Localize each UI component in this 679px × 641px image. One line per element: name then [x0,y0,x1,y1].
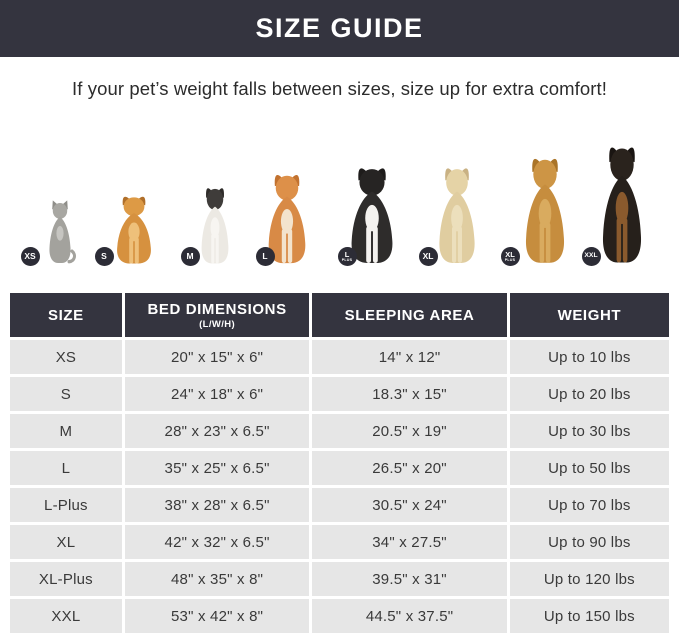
table-header-row: SIZE BED DIMENSIONS (L/W/H) SLEEPING AREA WE… [10,293,669,337]
size-badge-label: XXL [584,252,598,260]
table-row: L-Plus 38" x 28" x 6.5" 30.5" x 24" Up to 7… [10,488,669,522]
column-header-label: SIZE [48,306,84,324]
size-badge-xxl: XXL [581,247,601,266]
size-badge-label: S [101,251,107,262]
animals-row: XS S M L L PLUS XL XL PLUS XXL [0,120,679,290]
bed-dimensions-cell: 42" x 32" x 6.5" [124,525,310,559]
size-cell: L-Plus [10,488,122,522]
bed-dimensions-cell: 48" x 35" x 8" [124,562,310,596]
size-badge-label: L [344,249,350,259]
column-header-bed-dimensions: BED DIMENSIONS (L/W/H) [124,293,310,337]
size-cell: XS [10,340,122,374]
animal-doberman [595,141,649,265]
size-cell: L [10,451,122,485]
table-row: XL 42" x 32" x 6.5" 34" x 27.5" Up to 90 lb… [10,525,669,559]
weight-cell: Up to 150 lbs [509,599,669,633]
column-header-label: SLEEPING AREA [344,306,475,324]
animal-cat [42,199,78,265]
table-row: M 28" x 23" x 6.5" 20.5" x 19" Up to 30 lbs [10,414,669,448]
bed-dimensions-cell: 38" x 28" x 6.5" [124,488,310,522]
size-guide-header: SIZE GUIDE [0,0,679,57]
subtitle-text: If your pet’s weight falls between sizes… [72,77,607,99]
column-header-label: WEIGHT [557,306,622,324]
column-header-size: SIZE [10,293,122,337]
column-header-sublabel: (L/W/H) [199,318,236,330]
size-cell: XXL [10,599,122,633]
weight-cell: Up to 70 lbs [509,488,669,522]
bed-dimensions-cell: 53" x 42" x 8" [124,599,310,633]
weight-cell: Up to 50 lbs [509,451,669,485]
size-badge-sublabel: PLUS [341,257,353,262]
bed-dimensions-cell: 35" x 25" x 6.5" [124,451,310,485]
size-badge-xs: XS [20,247,40,266]
weight-cell: Up to 10 lbs [509,340,669,374]
size-cell: XL [10,525,122,559]
size-badge-sublabel: PLUS [504,257,516,262]
size-table-container: SIZE BED DIMENSIONS (L/W/H) SLEEPING AREA WE… [0,290,679,636]
sleeping-area-cell: 34" x 27.5" [312,525,507,559]
size-badge-xl: XL [418,247,438,266]
animal-labrador [432,163,482,265]
table-row: L 35" x 25" x 6.5" 26.5" x 20" Up to 50 lbs [10,451,669,485]
size-badge-xl-plus: XL PLUS [500,247,520,266]
size-badge-label: L [262,251,268,262]
sleeping-area-cell: 20.5" x 19" [312,414,507,448]
sleeping-area-cell: 44.5" x 37.5" [312,599,507,633]
bed-dimensions-cell: 24" x 18" x 6" [124,377,310,411]
animal-golden-retriever [518,153,572,265]
table-row: XL-Plus 48" x 35" x 8" 39.5" x 31" Up to 12… [10,562,669,596]
weight-cell: Up to 90 lbs [509,525,669,559]
weight-cell: Up to 120 lbs [509,562,669,596]
page-title: SIZE GUIDE [255,13,424,43]
size-badge-m: M [180,247,200,266]
table-row: XXL 53" x 42" x 8" 44.5" x 37.5" Up to 150 … [10,599,669,633]
size-cell: S [10,377,122,411]
size-badge-s: S [94,247,114,266]
table-row: S 24" x 18" x 6" 18.3" x 15" Up to 20 lbs [10,377,669,411]
table-row: XS 20" x 15" x 6" 14" x 12" Up to 10 lbs [10,340,669,374]
animal-pomeranian [110,193,158,265]
sleeping-area-cell: 30.5" x 24" [312,488,507,522]
animal-french-bulldog [196,184,234,265]
column-header-sleeping-area: SLEEPING AREA [312,293,507,337]
weight-cell: Up to 20 lbs [509,377,669,411]
size-badge-label: XL [505,249,515,259]
size-badge-label: M [186,251,194,262]
size-cell: XL-Plus [10,562,122,596]
column-header-label: BED DIMENSIONS [147,300,287,318]
bed-dimensions-cell: 28" x 23" x 6.5" [124,414,310,448]
size-badge-l: L [255,247,275,266]
sleeping-area-cell: 26.5" x 20" [312,451,507,485]
sleeping-area-cell: 39.5" x 31" [312,562,507,596]
size-badge-label: XL [422,251,434,262]
size-badge-l-plus: L PLUS [337,247,357,266]
sleeping-area-cell: 18.3" x 15" [312,377,507,411]
sleeping-area-cell: 14" x 12" [312,340,507,374]
column-header-weight: WEIGHT [509,293,669,337]
bed-dimensions-cell: 20" x 15" x 6" [124,340,310,374]
table-body: XS 20" x 15" x 6" 14" x 12" Up to 10 lbs S 24… [10,340,669,633]
weight-cell: Up to 30 lbs [509,414,669,448]
size-cell: M [10,414,122,448]
size-badge-label: XS [24,251,36,262]
size-table: SIZE BED DIMENSIONS (L/W/H) SLEEPING AREA WE… [7,290,672,636]
